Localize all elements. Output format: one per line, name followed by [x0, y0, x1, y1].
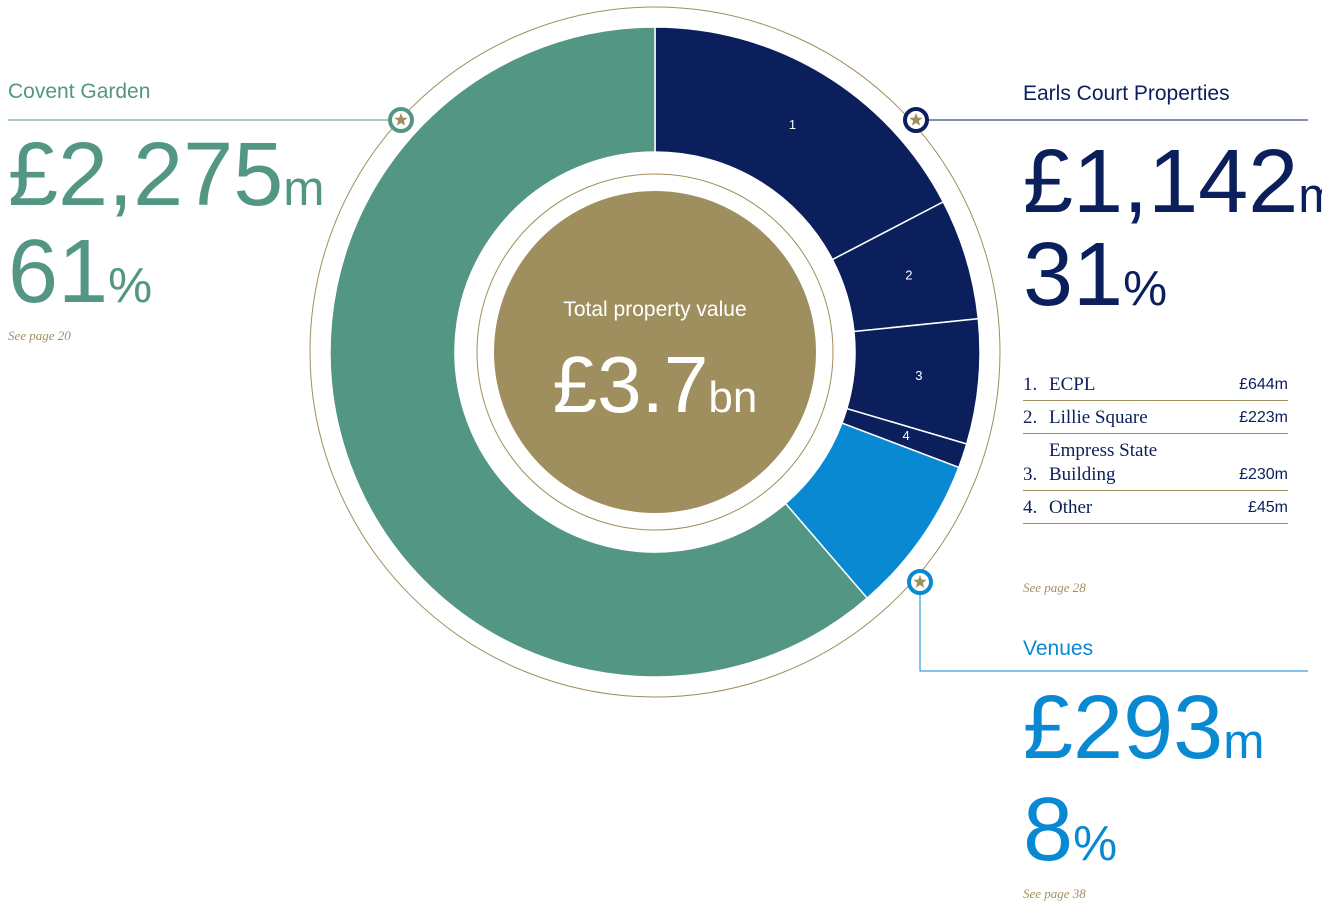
group-value: £2,275m	[8, 125, 325, 225]
list-marker: 2.	[1023, 407, 1038, 428]
list-marker: 4.	[1023, 497, 1038, 518]
list-row: 3. Empress State Building £230m	[1023, 434, 1288, 491]
marker-star	[913, 575, 927, 588]
page-note: See page 38	[1023, 886, 1086, 901]
donut-segment	[329, 26, 869, 678]
group-name: Covent Garden	[8, 80, 150, 103]
group-value: £293m	[1023, 678, 1264, 778]
group-share: 31%	[1023, 225, 1167, 325]
group-name: Earls Court Properties	[1023, 82, 1230, 105]
segment-group: 1 2 3 4	[654, 26, 981, 469]
center-value: £3.7bn	[553, 340, 758, 429]
page-note: See page 28	[1023, 580, 1086, 595]
donut-segment	[654, 26, 945, 261]
list-row: 4. Other £45m	[1023, 491, 1288, 524]
leader-line	[919, 594, 1308, 672]
segment-label: 4	[902, 428, 909, 443]
group-name: Venues	[1023, 637, 1093, 660]
list-value: £644m	[1239, 376, 1288, 393]
segment-label: 3	[915, 368, 922, 383]
donut: 1 2 3 4 Total property value £3.7bn	[329, 26, 981, 678]
center-title: Total property value	[563, 298, 746, 321]
inner-ring	[476, 173, 834, 531]
list-name: Lillie Square	[1049, 407, 1148, 428]
list-value: £230m	[1239, 466, 1288, 483]
group-value: £1,142m	[1023, 132, 1322, 232]
outer-ring	[309, 6, 1001, 698]
center-disc	[494, 191, 816, 513]
list-name: Empress State Building	[1049, 440, 1158, 485]
group-share: 8%	[1023, 780, 1117, 880]
page-note: See page 20	[8, 328, 71, 343]
marker-star	[394, 113, 408, 126]
list-marker: 3.	[1023, 464, 1038, 485]
list-value: £223m	[1239, 409, 1288, 426]
list-row: 1. ECPL £644m	[1023, 368, 1288, 401]
marker-star	[909, 113, 923, 126]
segment-label: 1	[789, 117, 796, 132]
list-name: ECPL	[1049, 374, 1096, 395]
list-marker: 1.	[1023, 374, 1038, 395]
markers	[388, 107, 933, 595]
list-name: Other	[1049, 497, 1093, 518]
list-row: 2. Lillie Square £223m	[1023, 401, 1288, 434]
group-share: 61%	[8, 222, 152, 322]
segment-label: 2	[905, 267, 912, 282]
item-list: 1. ECPL £644m 2. Lillie Square £223m 3. Empress…	[1023, 368, 1288, 524]
list-value: £45m	[1247, 499, 1288, 516]
